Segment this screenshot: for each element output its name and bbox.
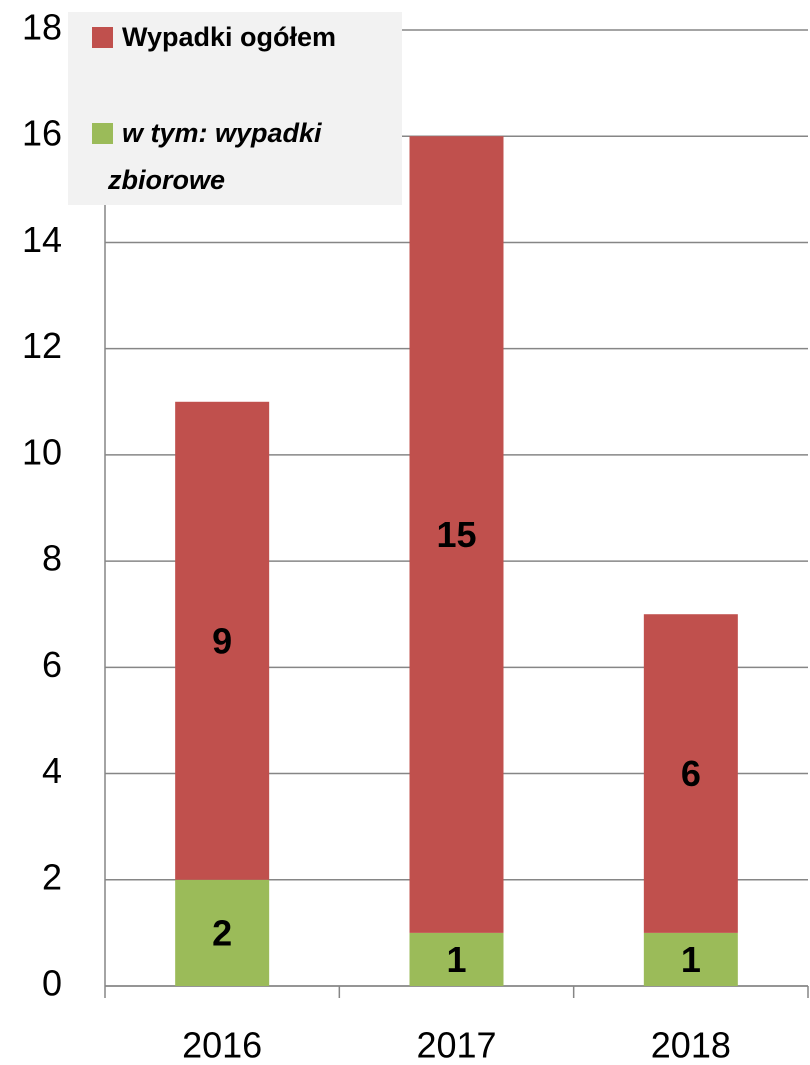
bar: [409, 136, 504, 933]
data-label: 2: [212, 912, 232, 953]
x-tick-label: 2017: [416, 1025, 496, 1065]
y-tick-label: 8: [42, 538, 62, 579]
y-tick-label: 2: [42, 856, 62, 897]
bar: [409, 932, 504, 986]
y-tick-label: 18: [22, 7, 62, 48]
y-tick-label: 6: [42, 644, 62, 685]
legend-label: Wypadki ogółem: [122, 22, 337, 52]
bar: [175, 401, 270, 880]
bar: [175, 879, 270, 986]
x-tick-label: 2018: [651, 1025, 731, 1065]
legend: Wypadki ogółem w tym: wypadki zbiorowe: [68, 12, 402, 205]
y-tick-label: 10: [22, 431, 62, 472]
y-tick-label: 4: [42, 750, 62, 791]
data-label: 1: [681, 939, 701, 980]
data-label: 1: [446, 939, 466, 980]
y-tick-label: 14: [22, 219, 62, 260]
legend-label: w tym: wypadki zbiorowe: [108, 118, 322, 195]
y-tick-label: 0: [42, 963, 62, 1004]
y-tick-label: 16: [22, 113, 62, 154]
data-label: 9: [212, 620, 232, 661]
x-tick-label: 2016: [182, 1025, 262, 1065]
legend-swatch: [92, 123, 113, 144]
legend-swatch: [92, 27, 113, 48]
bar: [643, 614, 738, 933]
data-label: 15: [436, 514, 476, 555]
y-tick-label: 12: [22, 325, 62, 366]
data-label: 6: [681, 753, 701, 794]
bar: [643, 932, 738, 986]
